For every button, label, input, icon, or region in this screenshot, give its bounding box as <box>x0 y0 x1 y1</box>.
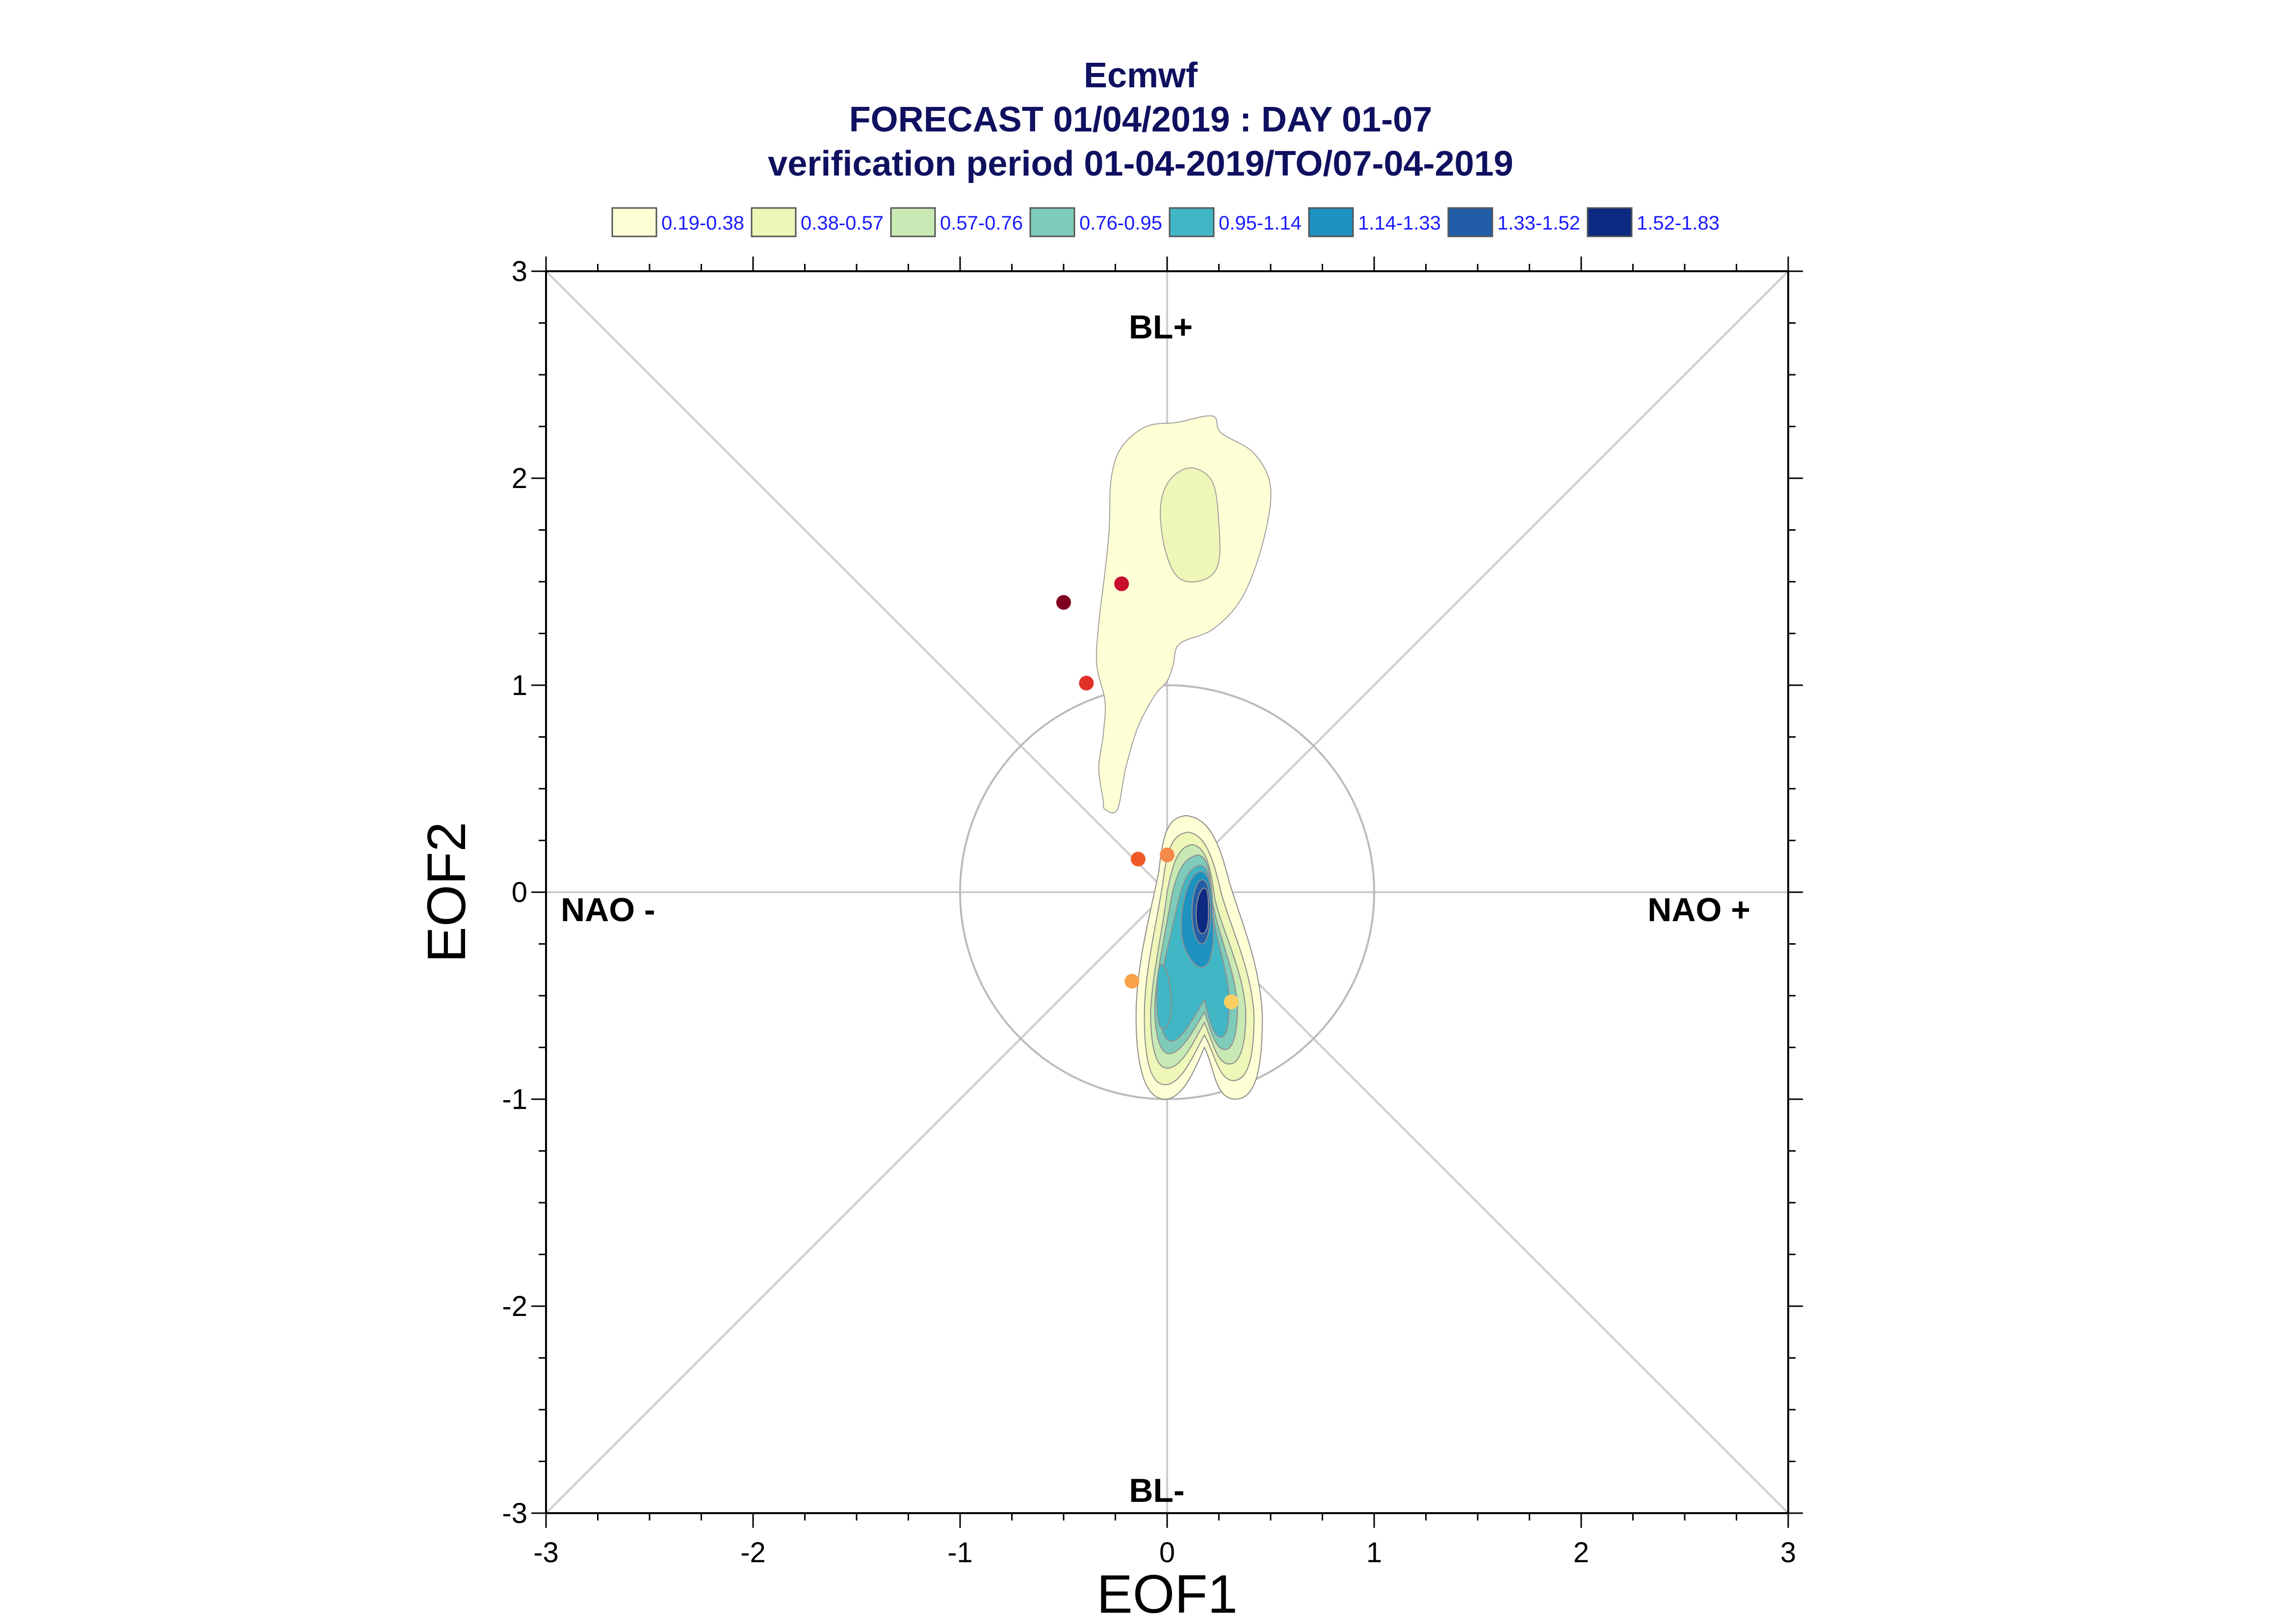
plot-area: BL+ BL- NAO - NAO + <box>545 270 1789 1514</box>
regime-label-right: NAO + <box>1647 891 1750 928</box>
legend-swatch <box>890 207 936 237</box>
legend-label: 0.19-0.38 <box>661 212 744 234</box>
lower-density-cloud <box>1135 815 1263 1100</box>
y-tick-label: -3 <box>502 1497 527 1529</box>
tick-labels: -3 -2 -1 0 1 2 3 -3 -2 -1 0 1 2 3 <box>502 256 1796 1569</box>
legend-swatch <box>1308 207 1354 237</box>
data-point <box>1130 851 1146 867</box>
legend-label: 1.14-1.33 <box>1358 212 1441 234</box>
y-tick-label: 0 <box>512 876 527 908</box>
x-tick-label: -1 <box>947 1537 973 1569</box>
data-point <box>1079 675 1094 691</box>
x-tick-label: 0 <box>1159 1537 1175 1569</box>
legend-label: 0.57-0.76 <box>940 212 1023 234</box>
data-point <box>1114 576 1129 592</box>
upper-density-cloud <box>1095 415 1272 814</box>
data-point <box>1160 848 1174 863</box>
x-tick-label: 3 <box>1780 1537 1796 1569</box>
y-tick-label: 1 <box>512 670 527 701</box>
data-point <box>1056 595 1071 610</box>
x-tick-label: 2 <box>1573 1537 1589 1569</box>
points <box>1056 576 1239 1009</box>
legend-swatch <box>1169 207 1215 237</box>
chart-subtitle-2: verification period 01-04-2019/TO/07-04-… <box>768 144 1513 183</box>
x-tick-label: -3 <box>533 1537 559 1569</box>
contour-level-8 <box>1196 887 1209 934</box>
legend-label: 0.76-0.95 <box>1079 212 1162 234</box>
legend-swatch <box>1447 207 1493 237</box>
legend-label: 1.52-1.83 <box>1637 212 1720 234</box>
legend-swatch <box>751 207 797 237</box>
y-tick-label: 2 <box>512 463 527 494</box>
upper-contour-level-1 <box>1095 415 1272 814</box>
legend-label: 0.38-0.57 <box>801 212 884 234</box>
data-point <box>1124 974 1140 989</box>
legend-swatch <box>611 207 657 237</box>
regime-label-left: NAO - <box>561 891 655 928</box>
y-tick-label: 3 <box>512 256 527 287</box>
legend-swatch <box>1029 207 1075 237</box>
legend-label: 1.33-1.52 <box>1497 212 1580 234</box>
chart-title: Ecmwf <box>1084 56 1198 95</box>
data-point <box>1224 994 1239 1009</box>
contour-level-5-left-lobe <box>1156 964 1172 1030</box>
upper-contour-level-2 <box>1160 467 1221 583</box>
legend: 0.19-0.38 0.38-0.57 0.57-0.76 0.76-0.95 0.95… <box>611 207 1720 237</box>
legend-swatch <box>1587 207 1633 237</box>
regime-label-top: BL+ <box>1129 309 1193 346</box>
regime-label-bottom: BL- <box>1129 1472 1184 1509</box>
y-axis-label: EOF2 <box>417 822 477 962</box>
x-axis-label: EOF1 <box>1096 1564 1237 1624</box>
y-tick-label: -2 <box>502 1290 527 1322</box>
x-tick-label: 1 <box>1366 1537 1382 1569</box>
x-tick-label: -2 <box>740 1537 766 1569</box>
y-tick-label: -1 <box>502 1083 527 1115</box>
legend-label: 0.95-1.14 <box>1219 212 1302 234</box>
axis-ticks <box>531 257 1803 1528</box>
chart-subtitle-1: FORECAST 01/04/2019 : DAY 01-07 <box>849 100 1433 139</box>
